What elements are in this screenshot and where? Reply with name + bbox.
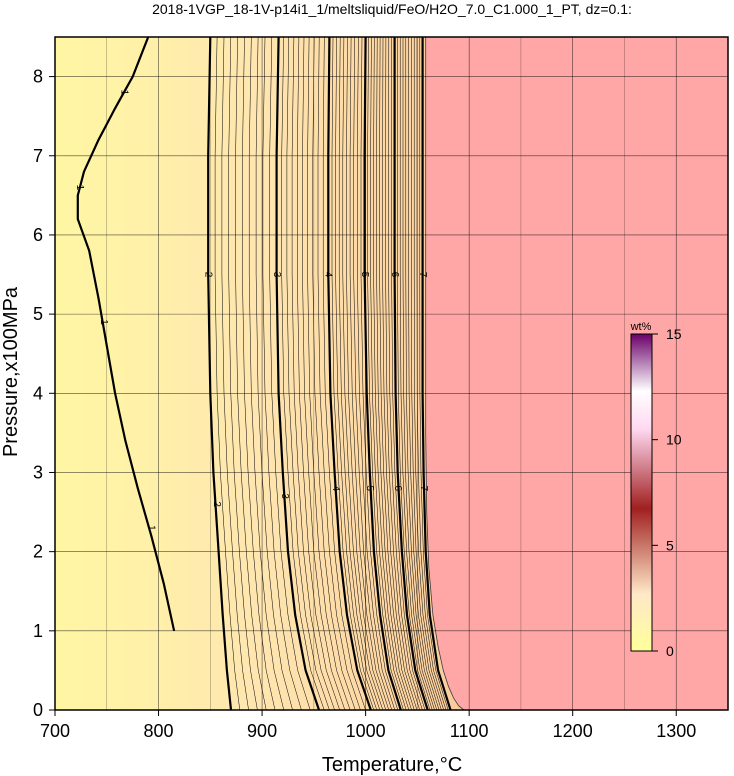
x-tick-label-1300: 1300 xyxy=(656,721,696,741)
contour-labels: 1 1 1 1 2 2 3 3 4 4 5 5 6 6 7 7 xyxy=(74,90,429,531)
colorbar-ticks: 0 5 10 15 xyxy=(652,326,682,659)
y-tick-label-6: 6 xyxy=(33,225,43,245)
major-contours xyxy=(76,37,452,710)
contour-label-10: 5 xyxy=(359,272,370,278)
contour-level-4 xyxy=(327,37,372,710)
y-tick-label-0: 0 xyxy=(33,700,43,720)
liquidus-region xyxy=(425,37,728,710)
contour-label-7: 3 xyxy=(279,493,290,499)
x-tick-label-800: 800 xyxy=(144,721,174,741)
y-tick-label-7: 7 xyxy=(33,146,43,166)
contour-label-15: 7 xyxy=(418,486,429,492)
colorbar-unit: wt% xyxy=(630,321,652,333)
contour-label-2: 1 xyxy=(98,319,109,325)
contour-label-1: 1 xyxy=(74,185,85,191)
colorbar-gradient xyxy=(630,333,653,652)
x-tick-label-1200: 1200 xyxy=(553,721,593,741)
contour-label-12: 6 xyxy=(389,272,400,278)
contour-label-4: 2 xyxy=(203,272,214,278)
contour-level-6 xyxy=(393,37,429,710)
x-tick-label-700: 700 xyxy=(40,721,70,741)
y-axis-label: Pressure,x100MPa xyxy=(0,286,22,457)
y-tick-label-4: 4 xyxy=(33,383,43,403)
y-axis-ticks: 0 1 2 3 4 5 6 7 8 xyxy=(33,67,55,720)
contour-label-14: 7 xyxy=(417,272,428,278)
contour-label-8: 4 xyxy=(323,272,334,278)
contour-label-5: 2 xyxy=(211,501,222,507)
plot-area: 1 1 1 1 2 2 3 3 4 4 5 5 6 6 7 7 xyxy=(55,37,728,710)
y-tick-label-1: 1 xyxy=(33,621,43,641)
y-tick-label-2: 2 xyxy=(33,542,43,562)
chart-title: 2018-1VGP_18-1V-p14i1_1/meltsliquid/FeO/… xyxy=(152,1,632,17)
x-tick-label-900: 900 xyxy=(247,721,277,741)
colorbar-tick-label-0: 0 xyxy=(666,643,674,659)
x-tick-label-1000: 1000 xyxy=(346,721,386,741)
contour-level-1 xyxy=(76,37,176,632)
contour-level-7 xyxy=(421,37,452,710)
x-axis-ticks: 700 800 900 1000 1100 1200 1300 xyxy=(40,710,696,741)
contour-label-9: 4 xyxy=(330,486,341,492)
colorbar: wt% 0 5 10 15 xyxy=(630,321,682,659)
contour-label-6: 3 xyxy=(271,272,282,278)
contour-label-0: 1 xyxy=(119,90,130,96)
colorbar-tick-label-10: 10 xyxy=(666,432,682,448)
contour-label-13: 6 xyxy=(392,486,403,492)
contour-label-11: 5 xyxy=(364,486,375,492)
colorbar-tick-label-5: 5 xyxy=(666,537,674,553)
plot-frame xyxy=(54,36,729,711)
x-axis-label: Temperature,°C xyxy=(322,754,462,776)
y-tick-label-3: 3 xyxy=(33,462,43,482)
y-tick-label-8: 8 xyxy=(33,67,43,87)
contour-level-3 xyxy=(275,37,321,710)
contour-label-3: 1 xyxy=(146,525,157,531)
x-tick-label-1100: 1100 xyxy=(450,721,489,741)
colorbar-tick-label-15: 15 xyxy=(666,326,682,342)
contour-level-2 xyxy=(207,37,233,710)
y-tick-label-5: 5 xyxy=(33,304,43,324)
contour-level-5 xyxy=(363,37,402,710)
